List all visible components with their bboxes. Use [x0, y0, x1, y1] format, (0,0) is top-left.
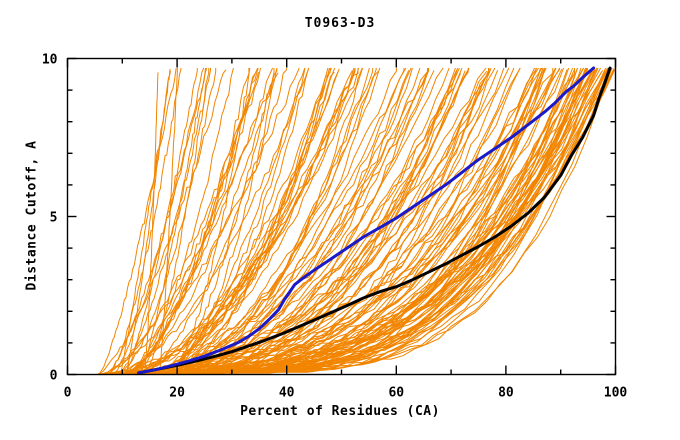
- page-title: T0963-D3: [304, 16, 376, 31]
- model-curve: [97, 69, 227, 375]
- model-curve: [96, 68, 340, 375]
- model-curve: [100, 72, 279, 375]
- y-tick-label: 0: [50, 369, 58, 384]
- model-curve: [158, 68, 178, 375]
- model-curve: [99, 67, 487, 375]
- reference-curve-reference-blue: [137, 66, 596, 375]
- model-curve: [143, 72, 159, 375]
- model-curve: [98, 68, 177, 375]
- x-tick-label: 0: [64, 386, 72, 401]
- model-curve: [123, 67, 261, 375]
- model-curve: [143, 68, 210, 375]
- model-curve: [113, 67, 205, 375]
- model-curve: [119, 70, 353, 375]
- model-curve: [123, 68, 428, 375]
- model-curve: [107, 67, 208, 375]
- tick-labels: 0 20 40 60 80 100 0 5 10: [42, 53, 628, 401]
- model-curve: [109, 67, 364, 375]
- model-curve: [96, 68, 554, 375]
- x-tick-label: 100: [604, 386, 628, 401]
- y-tick-label: 5: [50, 211, 58, 226]
- model-curve: [111, 69, 278, 375]
- model-curve: [112, 67, 613, 374]
- model-curve: [124, 67, 259, 375]
- model-curve: [149, 69, 568, 374]
- reference-curve-reference-black: [137, 66, 612, 375]
- model-curve: [146, 68, 377, 375]
- model-ensemble-curves: [96, 67, 616, 375]
- x-tick-label: 20: [169, 386, 185, 401]
- model-curve: [103, 67, 259, 375]
- model-curve: [133, 67, 515, 375]
- x-axis-label: Percent of Residues (CA): [240, 404, 440, 419]
- x-tick-label: 60: [388, 386, 404, 401]
- x-tick-label: 40: [279, 386, 295, 401]
- y-axis-label: Distance Cutoff, A: [24, 140, 40, 291]
- model-curve: [125, 69, 171, 375]
- model-curve: [115, 68, 356, 375]
- model-curve: [96, 68, 300, 375]
- model-curve: [140, 67, 206, 375]
- model-curve: [158, 68, 491, 375]
- x-tick-label: 80: [498, 386, 514, 401]
- y-tick-label: 10: [42, 53, 58, 68]
- model-curve: [109, 67, 543, 375]
- model-curve: [115, 68, 217, 375]
- reference-curves: [137, 66, 612, 375]
- plot-axes: [66, 57, 617, 376]
